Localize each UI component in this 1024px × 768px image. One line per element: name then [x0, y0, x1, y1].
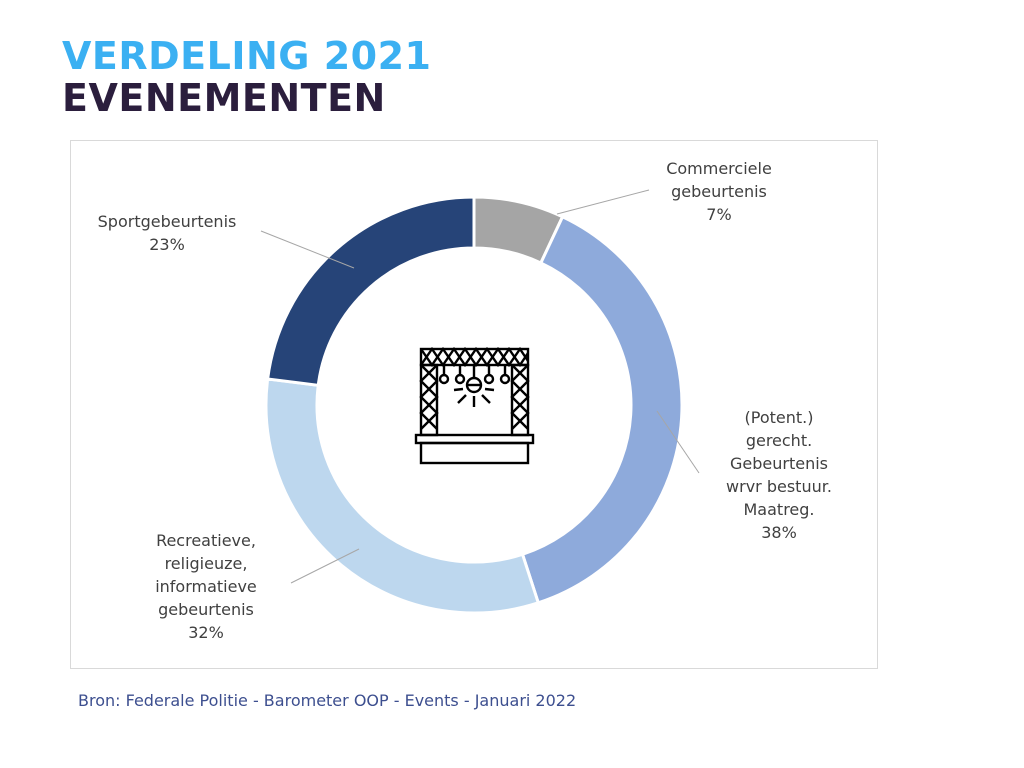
slice-label-line: gebeurtenis — [671, 182, 767, 201]
title-line-2: EVENEMENTEN — [62, 76, 386, 120]
slice-percent-0: 7% — [706, 205, 731, 224]
donut-chart: Commerciele gebeurtenis 7% (Potent.) gerecht… — [98, 159, 832, 642]
slice-percent-3: 23% — [149, 235, 185, 254]
source-note: Bron: Federale Politie - Barometer OOP -… — [78, 691, 577, 710]
title-line-1: VERDELING 2021 — [62, 34, 432, 78]
leader-line-0 — [556, 189, 650, 215]
slice-label-2: Recreatieve, religieuze, informatieve gebeu… — [155, 531, 257, 642]
slice-label-line: gebeurtenis — [158, 600, 254, 619]
leader-line-2 — [290, 548, 360, 584]
slice-label-line: wrvr bestuur. — [726, 477, 832, 496]
slice-label-line: gerecht. — [746, 431, 812, 450]
slice-label-0: Commerciele gebeurtenis 7% — [666, 159, 772, 224]
labels-layer: Commerciele gebeurtenis 7% (Potent.) gerecht… — [98, 159, 832, 642]
donut-slice-3 — [265, 195, 476, 387]
slice-label-line: informatieve — [155, 577, 257, 596]
slice-label-line: (Potent.) — [745, 408, 814, 427]
stage-icon — [414, 346, 535, 465]
leader-lines-layer — [260, 189, 700, 584]
slice-label-line: Recreatieve, — [156, 531, 256, 550]
slice-label-line: Sportgebeurtenis — [98, 212, 237, 231]
leader-line-3 — [260, 230, 355, 269]
slice-percent-1: 38% — [761, 523, 797, 542]
donut-slice-2 — [264, 377, 541, 615]
slice-label-line: Gebeurtenis — [730, 454, 828, 473]
slice-label-3: Sportgebeurtenis 23% — [98, 212, 237, 254]
leader-line-1 — [656, 410, 700, 474]
slice-percent-2: 32% — [188, 623, 224, 642]
donut-slice-1 — [520, 214, 684, 605]
slices-layer — [264, 195, 684, 615]
slice-label-line: Maatreg. — [744, 500, 815, 519]
slice-label-line: Commerciele — [666, 159, 772, 178]
slice-label-1: (Potent.) gerecht. Gebeurtenis wrvr bestuur… — [726, 408, 832, 542]
chart-area: Commerciele gebeurtenis 7% (Potent.) gerecht… — [70, 140, 878, 669]
slice-label-line: religieuze, — [165, 554, 248, 573]
